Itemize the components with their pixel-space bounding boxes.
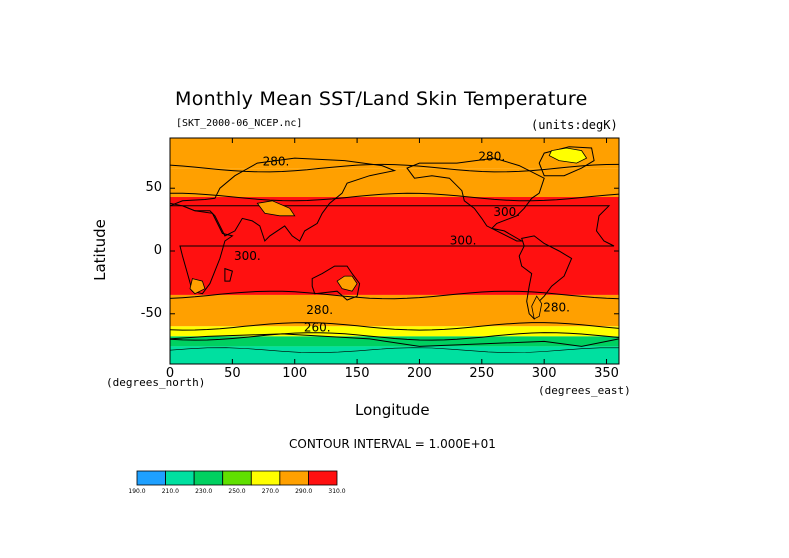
y-tick-label: 50: [145, 180, 162, 196]
colorbar-label: 270.0: [261, 488, 279, 495]
colorbar-label: 250.0: [228, 488, 246, 495]
contour-label: 280.: [478, 150, 505, 164]
dataset-label: [SKT_2000-06_NCEP.nc]: [176, 118, 303, 129]
x-tick-label: 250: [469, 366, 495, 381]
colorbar-swatch: [136, 470, 166, 486]
tibet-patch: [256, 200, 296, 217]
temperature-zone: [170, 294, 619, 327]
x-tick-label: 350: [594, 366, 619, 381]
colorbar-label: 210.0: [161, 488, 179, 495]
chart-title: Monthly Mean SST/Land Skin Temperature: [175, 88, 588, 110]
colorbar-label: 290.0: [295, 488, 313, 495]
contour-label: 260.: [304, 320, 331, 334]
colorbar-swatch: [250, 470, 281, 486]
x-tick-label: 150: [344, 366, 370, 381]
continent-outline: [224, 267, 233, 282]
south-africa-patch: [189, 278, 206, 295]
colorbar-label: 230.0: [195, 488, 213, 495]
colorbar-swatch: [165, 470, 195, 486]
continent-outline: [169, 157, 397, 242]
greenland-patch: [548, 147, 588, 164]
x-axis-label: Longitude: [355, 401, 430, 419]
contour-label: 280.: [263, 155, 290, 169]
contour-label: 300.: [493, 205, 520, 219]
australia-patch: [336, 275, 358, 292]
y-axis-label: Latitude: [91, 219, 109, 281]
x-units-left: (degrees_north): [106, 376, 206, 389]
temperature-zone: [170, 326, 619, 337]
contour-label: 300.: [450, 234, 477, 248]
x-tick-label: 300: [531, 366, 557, 381]
x-tick-label: 200: [407, 366, 432, 381]
contour-line: [169, 290, 620, 300]
x-tick-label: 50: [224, 366, 241, 381]
continent-outline: [406, 157, 545, 242]
temperature-zone: [170, 336, 619, 347]
continent-outline: [170, 205, 615, 295]
temperature-zone: [170, 168, 619, 198]
contour-label: 280.: [306, 303, 333, 317]
x-tick-label: 100: [282, 366, 308, 381]
y-tick-label: -50: [140, 305, 162, 321]
colorbar-swatch: [279, 470, 309, 486]
contour-line: [169, 332, 620, 341]
colorbar-swatch: [308, 470, 338, 486]
patagonia-patch: [531, 295, 543, 320]
colorbar-swatch: [193, 470, 224, 486]
units-label: (units:degK): [531, 118, 618, 132]
continent-outline: [538, 146, 595, 177]
contour-interval: CONTOUR INTERVAL = 1.000E+01: [289, 437, 496, 451]
antarctic-contour-band: [169, 347, 620, 365]
x-units-right: (degrees_east): [538, 384, 631, 397]
contour-label: 300.: [234, 249, 261, 263]
x-tick-label: 0: [165, 366, 175, 381]
contour-line: [170, 192, 620, 202]
y-tick-label: 0: [153, 243, 162, 258]
colorbar-label: 310.0: [328, 488, 346, 495]
colorbar-swatch: [222, 470, 252, 486]
contour-line: [169, 322, 620, 331]
continent-outline: [311, 265, 361, 301]
contour-line: [169, 163, 620, 173]
contour-label: 280.: [543, 300, 570, 314]
colorbar-label: 190.0: [128, 488, 146, 495]
